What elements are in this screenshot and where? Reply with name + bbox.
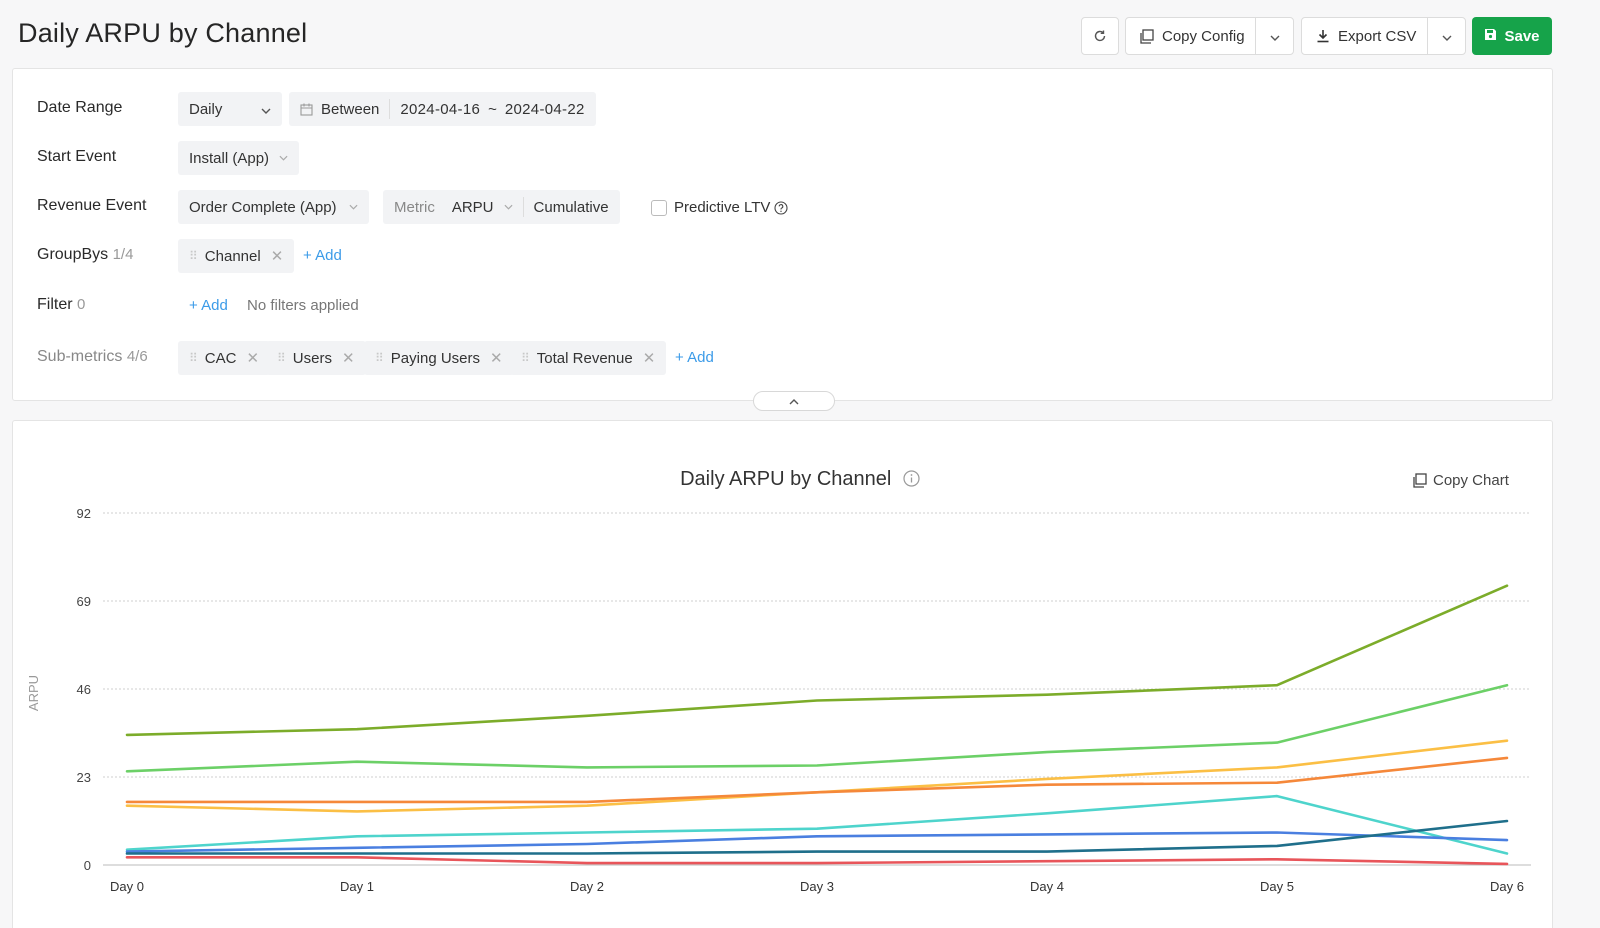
- copy-chart-label: Copy Chart: [1433, 472, 1509, 489]
- copy-config-label: Copy Config: [1162, 27, 1245, 45]
- groupbys-title: GroupBys: [37, 246, 109, 263]
- copy-config-group: Copy Config: [1125, 17, 1294, 55]
- page-header: Daily ARPU by Channel Copy Config Export…: [0, 0, 1600, 68]
- no-filters-text: No filters applied: [247, 297, 359, 314]
- add-submetric-button[interactable]: + Add: [675, 349, 714, 366]
- submetrics-label: Sub-metrics 4/6: [37, 348, 148, 366]
- close-icon[interactable]: ✕: [246, 350, 260, 367]
- chevron-down-icon: [261, 101, 271, 118]
- groupby-chip[interactable]: ⠿ Channel ✕: [178, 239, 295, 273]
- chart-panel: [12, 420, 1553, 928]
- close-icon[interactable]: ✕: [642, 350, 656, 367]
- chevron-up-icon: [789, 392, 799, 410]
- date-range-label: Date Range: [37, 99, 123, 116]
- groupbys-count: 1/4: [112, 246, 134, 263]
- cumulative-toggle[interactable]: Cumulative: [533, 198, 609, 216]
- chevron-down-icon: [279, 155, 288, 161]
- start-event-label: Start Event: [37, 148, 117, 165]
- submetric-chip-label: Users: [292, 349, 332, 367]
- add-filter-button[interactable]: + Add: [189, 297, 228, 314]
- predictive-ltv: Predictive LTV: [674, 199, 788, 216]
- start-event-value: Install (App): [189, 149, 270, 167]
- date-start: 2024-04-16: [400, 100, 481, 118]
- predictive-ltv-label: Predictive LTV: [674, 199, 771, 216]
- submetric-chip-total-revenue[interactable]: ⠿ Total Revenue ✕: [510, 341, 667, 375]
- revenue-event-select[interactable]: Order Complete (App): [178, 190, 369, 224]
- date-mode: Between: [321, 100, 380, 118]
- revenue-event-value: Order Complete (App): [189, 198, 337, 216]
- submetric-chip-label: Paying Users: [390, 349, 480, 367]
- info-icon[interactable]: [903, 470, 920, 493]
- submetric-chip-label: Total Revenue: [536, 349, 633, 367]
- drag-handle-icon[interactable]: ⠿: [521, 351, 530, 365]
- config-panel: Date Range Daily Between 2024-04-16 ~ 20…: [12, 68, 1553, 411]
- chevron-down-icon: [1270, 28, 1280, 45]
- drag-handle-icon[interactable]: ⠿: [189, 351, 198, 365]
- copy-icon: [1412, 473, 1427, 488]
- metric-label: Metric: [394, 198, 435, 216]
- calendar-icon: [300, 103, 313, 116]
- refresh-icon: [1093, 29, 1107, 43]
- export-csv-button[interactable]: Export CSV: [1302, 28, 1427, 45]
- date-end: 2024-04-22: [504, 100, 585, 118]
- help-icon[interactable]: [774, 200, 788, 215]
- drag-handle-icon[interactable]: ⠿: [375, 351, 384, 365]
- start-event-select[interactable]: Install (App): [178, 141, 300, 175]
- download-icon: [1316, 29, 1330, 43]
- close-icon[interactable]: ✕: [341, 350, 355, 367]
- add-groupby-button[interactable]: + Add: [303, 247, 342, 264]
- revenue-event-label: Revenue Event: [37, 197, 147, 214]
- submetric-chip-label: CAC: [204, 349, 237, 367]
- export-csv-label: Export CSV: [1338, 27, 1417, 45]
- submetric-chip-paying-users[interactable]: ⠿ Paying Users ✕: [364, 341, 514, 375]
- save-label: Save: [1504, 27, 1540, 45]
- submetrics-title: Sub-metrics: [37, 348, 123, 365]
- copy-config-button[interactable]: Copy Config: [1126, 28, 1255, 45]
- page-title: Daily ARPU by Channel: [18, 18, 308, 48]
- submetrics-count: 4/6: [126, 348, 148, 365]
- date-range-picker[interactable]: Between 2024-04-16 ~ 2024-04-22: [289, 92, 596, 126]
- save-button[interactable]: Save: [1472, 17, 1552, 55]
- metric-select[interactable]: Metric ARPU Cumulative: [383, 190, 620, 224]
- filter-count: 0: [77, 296, 86, 313]
- chart-title: Daily ARPU by Channel: [0, 468, 1600, 493]
- copy-icon: [1139, 28, 1154, 44]
- granularity-select[interactable]: Daily: [178, 92, 282, 126]
- refresh-button[interactable]: [1081, 17, 1119, 55]
- groupbys-label: GroupBys 1/4: [37, 246, 133, 264]
- divider: [522, 197, 524, 217]
- granularity-value: Daily: [189, 100, 223, 118]
- filter-title: Filter: [37, 296, 73, 313]
- metric-value: ARPU: [451, 198, 494, 216]
- drag-handle-icon[interactable]: ⠿: [277, 351, 286, 365]
- chevron-down-icon: [504, 204, 513, 210]
- drag-handle-icon[interactable]: ⠿: [189, 249, 198, 263]
- export-csv-group: Export CSV: [1301, 17, 1466, 55]
- filter-label: Filter 0: [37, 296, 85, 314]
- copy-config-dropdown[interactable]: [1255, 18, 1293, 54]
- submetric-chip-users[interactable]: ⠿ Users ✕: [266, 341, 366, 375]
- submetric-chip-cac[interactable]: ⠿ CAC ✕: [178, 341, 271, 375]
- predictive-ltv-checkbox[interactable]: [651, 200, 667, 216]
- copy-chart-button[interactable]: Copy Chart: [1412, 472, 1509, 489]
- save-icon: [1484, 28, 1497, 45]
- chevron-down-icon: [1442, 28, 1452, 45]
- date-separator: ~: [488, 100, 497, 118]
- close-icon[interactable]: ✕: [490, 350, 503, 367]
- groupby-chip-label: Channel: [204, 247, 261, 265]
- chevron-down-icon: [349, 204, 358, 210]
- close-icon[interactable]: ✕: [270, 248, 284, 265]
- collapse-panel-button[interactable]: [753, 391, 835, 411]
- chart-title-text: Daily ARPU by Channel: [680, 468, 892, 490]
- divider: [389, 99, 391, 119]
- export-csv-dropdown[interactable]: [1427, 18, 1465, 54]
